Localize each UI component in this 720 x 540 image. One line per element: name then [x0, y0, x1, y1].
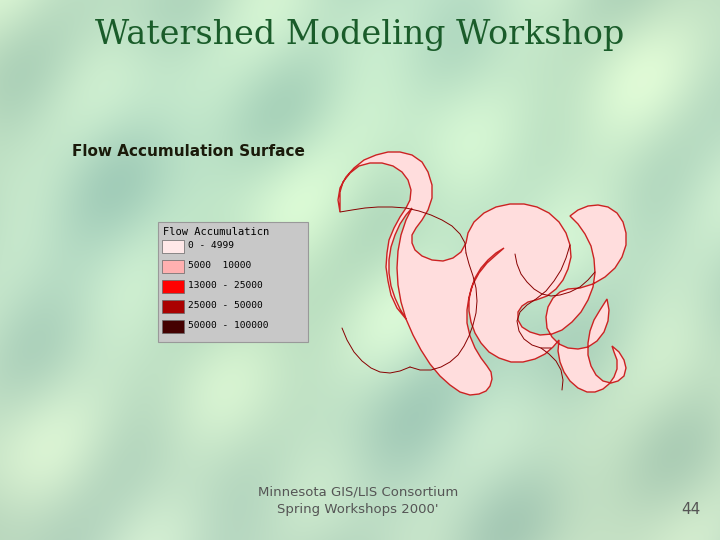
Text: Watershed Modeling Workshop: Watershed Modeling Workshop — [95, 19, 625, 51]
FancyBboxPatch shape — [158, 222, 308, 342]
Polygon shape — [338, 152, 626, 395]
FancyBboxPatch shape — [162, 260, 184, 273]
Text: 25000 - 50000: 25000 - 50000 — [188, 301, 263, 310]
Text: 44: 44 — [680, 503, 700, 517]
FancyBboxPatch shape — [162, 300, 184, 313]
FancyBboxPatch shape — [162, 320, 184, 333]
Text: Minnesota GIS/LIS Consortium: Minnesota GIS/LIS Consortium — [258, 485, 458, 498]
Text: 0 - 4999: 0 - 4999 — [188, 241, 234, 251]
Text: Spring Workshops 2000': Spring Workshops 2000' — [277, 503, 438, 516]
Text: Flow Accumulaticn: Flow Accumulaticn — [163, 227, 269, 237]
Text: 13000 - 25000: 13000 - 25000 — [188, 281, 263, 291]
FancyBboxPatch shape — [162, 240, 184, 253]
FancyBboxPatch shape — [162, 280, 184, 293]
Text: 5000  10000: 5000 10000 — [188, 261, 251, 271]
Text: 50000 - 100000: 50000 - 100000 — [188, 321, 269, 330]
Text: Flow Accumulation Surface: Flow Accumulation Surface — [72, 145, 305, 159]
